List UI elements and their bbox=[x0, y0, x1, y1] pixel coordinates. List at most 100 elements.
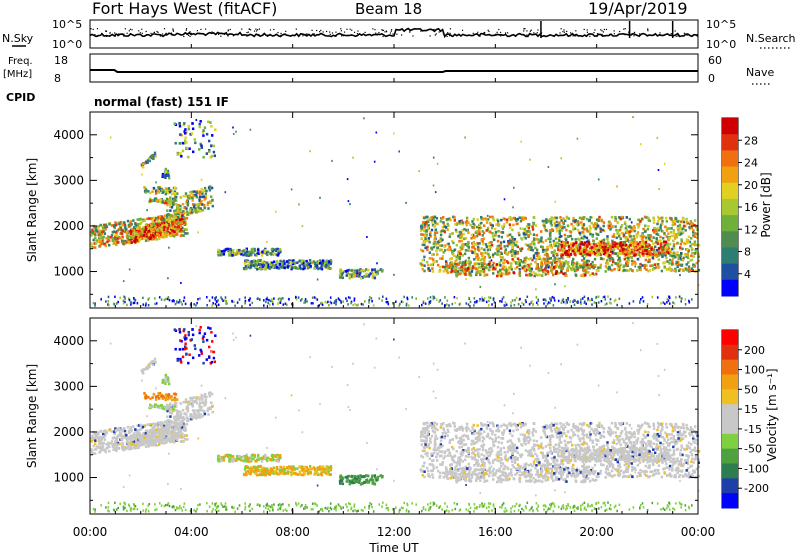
power-cell bbox=[321, 261, 325, 264]
power-cell bbox=[103, 242, 106, 246]
power-cell bbox=[521, 301, 523, 305]
power-cell bbox=[691, 269, 695, 272]
power-cell bbox=[362, 269, 366, 272]
power-cell bbox=[515, 240, 519, 244]
power-cell bbox=[509, 218, 513, 221]
power-cell bbox=[476, 225, 479, 229]
power-cell bbox=[630, 256, 633, 259]
power-cell bbox=[656, 296, 659, 299]
power-cell bbox=[111, 237, 114, 240]
colorbar-tick-label: 4 bbox=[744, 268, 751, 281]
freq-ytick-top: 18 bbox=[54, 54, 68, 67]
power-cell bbox=[178, 298, 181, 302]
power-cell bbox=[663, 240, 666, 244]
power-cell bbox=[450, 270, 453, 274]
power-cell bbox=[164, 214, 167, 218]
power-cell bbox=[650, 239, 653, 243]
power-cell bbox=[228, 251, 231, 255]
power-cell bbox=[504, 272, 508, 276]
nsearch-point bbox=[220, 35, 222, 37]
power-cell bbox=[485, 218, 488, 221]
nsearch-point bbox=[499, 31, 502, 34]
power-cell bbox=[172, 192, 176, 195]
power-cell bbox=[679, 242, 682, 246]
power-cell bbox=[525, 256, 528, 260]
power-cell bbox=[526, 224, 529, 228]
power-cell bbox=[503, 258, 506, 262]
power-cell bbox=[125, 231, 128, 235]
power-cell bbox=[265, 298, 268, 301]
power-cell bbox=[133, 239, 136, 243]
power-cell bbox=[162, 199, 166, 202]
velocity-cell bbox=[116, 435, 119, 439]
power-cell bbox=[442, 221, 445, 224]
power-cell bbox=[200, 178, 203, 181]
nsearch-point bbox=[372, 28, 374, 30]
power-cell bbox=[188, 194, 191, 197]
power-cell bbox=[191, 190, 194, 194]
power-cell bbox=[646, 252, 649, 256]
power-cell bbox=[562, 241, 565, 245]
power-cell bbox=[523, 216, 526, 219]
power-cell bbox=[386, 300, 389, 304]
power-cell bbox=[480, 216, 483, 219]
power-cell bbox=[553, 221, 556, 225]
power-cell bbox=[568, 255, 571, 258]
power-cell bbox=[204, 196, 207, 200]
power-cell bbox=[272, 260, 276, 264]
power-cell bbox=[174, 214, 177, 217]
power-cell bbox=[488, 268, 491, 272]
nsearch-point bbox=[273, 28, 275, 31]
nsearch-point bbox=[375, 32, 377, 34]
power-cell bbox=[586, 259, 589, 263]
power-cell bbox=[535, 248, 539, 252]
power-cell bbox=[619, 225, 623, 229]
power-cell bbox=[572, 249, 575, 253]
colorbar-swatch bbox=[722, 134, 738, 151]
power-cell bbox=[512, 223, 515, 227]
power-cell bbox=[297, 296, 300, 299]
power-cell bbox=[631, 244, 634, 248]
power-cell bbox=[330, 301, 333, 305]
power-cell bbox=[426, 245, 429, 249]
power-cell bbox=[170, 206, 174, 209]
power-cell bbox=[513, 238, 517, 241]
power-cell bbox=[501, 267, 505, 271]
power-cell bbox=[560, 244, 563, 247]
power-cell bbox=[529, 257, 533, 260]
power-cell bbox=[473, 258, 476, 261]
power-cell bbox=[112, 230, 116, 233]
nsearch-point bbox=[529, 33, 531, 35]
power-cell bbox=[672, 239, 675, 243]
power-cell bbox=[512, 242, 515, 245]
power-cell bbox=[507, 268, 510, 271]
power-cell bbox=[495, 223, 498, 227]
power-cell bbox=[433, 233, 437, 237]
power-cell bbox=[470, 270, 474, 273]
power-cell bbox=[600, 219, 603, 223]
power-cell bbox=[91, 246, 94, 249]
power-cell bbox=[487, 263, 491, 266]
power-cell bbox=[531, 240, 535, 243]
velocity-cell bbox=[93, 437, 96, 440]
power-cell bbox=[436, 242, 439, 245]
power-cell bbox=[440, 248, 443, 252]
power-cell bbox=[238, 298, 241, 301]
power-cell bbox=[148, 225, 152, 228]
nsearch-point bbox=[232, 35, 235, 37]
power-cell bbox=[428, 233, 432, 236]
power-cell bbox=[616, 244, 619, 247]
power-cell bbox=[632, 241, 635, 244]
nsearch-point bbox=[141, 28, 143, 30]
power-cell bbox=[250, 248, 254, 251]
power-cell bbox=[668, 262, 671, 265]
power-cell bbox=[609, 243, 612, 246]
power-cell bbox=[465, 243, 469, 247]
power-cell bbox=[150, 228, 153, 231]
power-cell bbox=[205, 189, 208, 193]
power-cell bbox=[591, 216, 594, 219]
power-cell bbox=[554, 224, 557, 228]
power-cell bbox=[150, 217, 153, 220]
power-cell bbox=[516, 261, 519, 265]
nsearch-point bbox=[396, 33, 398, 35]
